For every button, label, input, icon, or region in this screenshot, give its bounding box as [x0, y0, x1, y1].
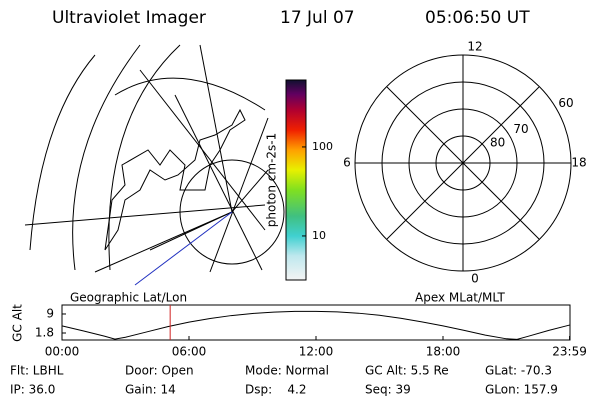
mlt-label: 18: [571, 156, 586, 170]
status-field: Door: Open: [125, 364, 194, 378]
title: Ultraviolet Imager: [52, 8, 206, 28]
status-field: Seq: 39: [365, 383, 411, 397]
status-field: GC Alt: 5.5 Re: [365, 364, 449, 378]
x-tick-label: 12:00: [299, 345, 334, 359]
lat-ring: [435, 135, 491, 191]
status-field: GLon: 157.9: [485, 383, 558, 397]
status-field: Mode: Normal: [245, 364, 329, 378]
altitude-right-title: Apex MLat/MLT: [415, 291, 505, 305]
mlt-label: 12: [467, 40, 482, 54]
y-tick-label: 9: [46, 306, 54, 320]
lat-ring: [408, 108, 518, 218]
colorbar-tick-label: 10: [312, 229, 326, 242]
altitude-line: [61, 310, 570, 340]
status-field: Dsp: 4.2: [245, 383, 307, 397]
x-tick-label: 23:59: [552, 345, 587, 359]
status-field: IP: 36.0: [10, 383, 55, 397]
lat-label: 70: [513, 122, 528, 136]
geographic-map: [24, 44, 285, 286]
y-tick-label: 1.8: [35, 326, 54, 340]
status-field: Gain: 14: [125, 383, 176, 397]
lat-label: 80: [490, 136, 505, 150]
altitude-ylabel: GC Alt: [11, 304, 25, 342]
x-tick-label: 00:00: [45, 345, 80, 359]
colorbar-label: photon cm-2s-1: [265, 133, 279, 228]
mlt-label: 0: [471, 272, 479, 286]
x-tick-label: 06:00: [172, 345, 207, 359]
lat-label: 60: [558, 96, 573, 110]
status-field: Flt: LBHL: [10, 364, 64, 378]
time: 05:06:50 UT: [425, 8, 530, 28]
colorbar-tick-label: 100: [312, 140, 333, 153]
altitude-left-title: Geographic Lat/Lon: [70, 291, 187, 305]
mlt-label: 6: [343, 156, 351, 170]
date: 17 Jul 07: [280, 8, 355, 28]
x-tick-label: 18:00: [426, 345, 461, 359]
status-field: GLat: -70.3: [485, 364, 552, 378]
lat-ring: [381, 81, 545, 245]
altitude-frame: [61, 304, 571, 341]
colorbar: [285, 79, 307, 281]
polar-plot: [354, 54, 572, 272]
